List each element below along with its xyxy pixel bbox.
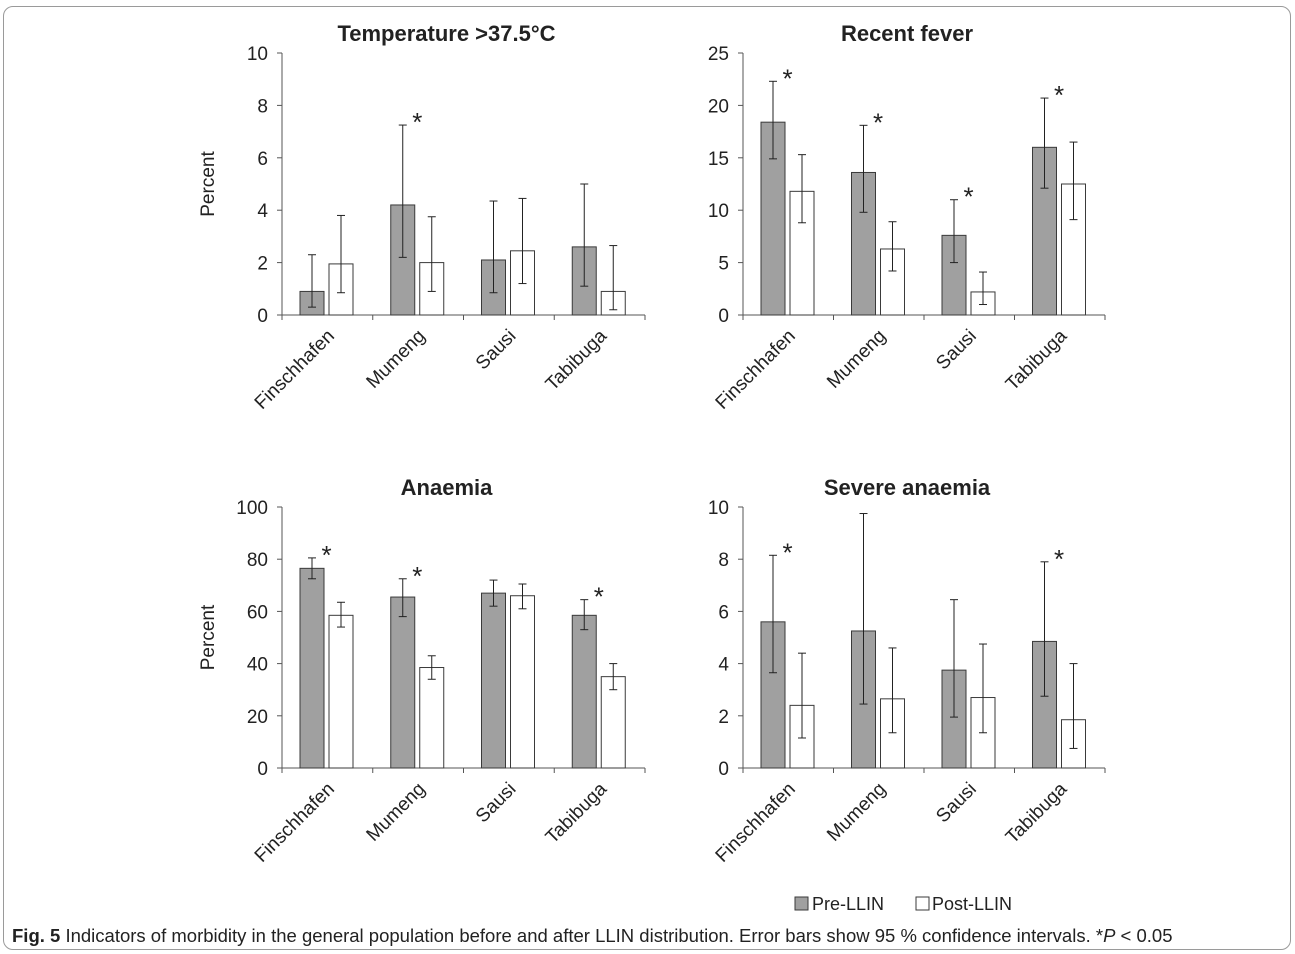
x-tick-label: Tabibuga	[542, 325, 612, 395]
x-tick-label: Mumeng	[363, 326, 430, 393]
chart-panel-3: Anaemia Percent 0 20 40 60 80 100 * Finschhafen * M…	[198, 475, 646, 867]
y-tick-label: 40	[247, 655, 268, 676]
significance-marker: *	[782, 63, 792, 93]
x-tick-label: Sausi	[472, 779, 520, 827]
bar-pre-llin	[390, 596, 416, 769]
y-tick-label: 6	[257, 149, 268, 170]
legend-label-post: Post-LLIN	[932, 894, 1012, 914]
chart-title: Severe anaemia	[824, 475, 991, 500]
chart-panel-4: Severe anaemia 0 2 4 6 8 10 * Finschhafen Mumeng S…	[708, 475, 1106, 867]
chart-title: Anaemia	[401, 475, 493, 500]
x-tick-label: Finschhafen	[251, 779, 339, 867]
significance-marker: *	[412, 107, 422, 137]
y-tick-label: 20	[708, 96, 729, 117]
significance-marker: *	[782, 537, 792, 567]
caption-tail: < 0.05	[1115, 925, 1173, 946]
y-tick-label: 0	[718, 759, 729, 780]
caption-p: P	[1103, 925, 1116, 946]
x-tick-label: Mumeng	[363, 779, 430, 846]
significance-marker: *	[321, 540, 331, 570]
y-tick-label: 6	[718, 602, 729, 623]
significance-marker: *	[873, 107, 883, 137]
bar-pre-llin	[941, 669, 967, 769]
y-tick-label: 10	[708, 201, 729, 222]
y-tick-label: 15	[708, 149, 729, 170]
x-tick-label: Finschhafen	[712, 326, 800, 414]
y-tick-label: 10	[708, 498, 729, 519]
bar-post-llin	[419, 667, 445, 769]
y-axis-label: Percent	[198, 604, 219, 670]
x-tick-label: Finschhafen	[251, 326, 339, 414]
figure-frame	[3, 6, 1291, 950]
x-tick-label: Sausi	[932, 779, 980, 827]
y-tick-label: 2	[257, 254, 268, 275]
bar-post-llin	[510, 595, 535, 769]
y-tick-label: 2	[718, 707, 729, 728]
y-tick-label: 4	[718, 655, 729, 676]
x-tick-label: Mumeng	[823, 779, 890, 846]
significance-marker: *	[963, 182, 973, 212]
y-tick-label: 80	[247, 550, 268, 571]
x-tick-label: Finschhafen	[712, 779, 800, 867]
y-tick-label: 60	[247, 602, 268, 623]
figure-caption: Fig. 5 Indicators of morbidity in the ge…	[12, 925, 1287, 947]
y-tick-label: 4	[257, 201, 268, 222]
y-tick-label: 0	[257, 306, 268, 327]
bar-post-llin	[600, 676, 626, 769]
y-tick-label: 5	[718, 254, 729, 275]
bar-pre-llin	[571, 614, 597, 769]
bar-post-llin	[328, 614, 354, 769]
y-tick-label: 25	[708, 44, 729, 65]
y-tick-label: 20	[247, 707, 268, 728]
bar-pre-llin	[299, 567, 325, 769]
chart-panel-1: Temperature >37.5°C Percent 0 2 4 6 8 10 Finschh…	[198, 21, 646, 414]
y-tick-label: 0	[257, 759, 268, 780]
bar-pre-llin	[481, 592, 506, 769]
y-tick-label: 100	[236, 498, 268, 519]
x-tick-label: Tabibuga	[1002, 778, 1072, 848]
y-axis-label: Percent	[198, 151, 219, 217]
significance-marker: *	[412, 561, 422, 591]
chart-title: Temperature >37.5°C	[337, 21, 555, 46]
x-tick-label: Sausi	[932, 326, 980, 374]
x-tick-label: Tabibuga	[542, 778, 612, 848]
bar-post-llin	[880, 698, 905, 769]
caption-body: Indicators of morbidity in the general p…	[60, 925, 1104, 946]
y-tick-label: 0	[718, 306, 729, 327]
legend-swatch-post	[915, 896, 930, 911]
y-tick-label: 10	[247, 44, 268, 65]
y-tick-label: 8	[257, 96, 268, 117]
x-tick-label: Tabibuga	[1002, 325, 1072, 395]
chart-panel-2: Recent fever 0 5 10 15 20 25 * Finschhafen * Mumen…	[708, 21, 1106, 414]
chart-panels: Temperature >37.5°C Percent 0 2 4 6 8 10 Finschh…	[198, 21, 1106, 867]
y-tick-label: 8	[718, 550, 729, 571]
significance-marker: *	[594, 582, 604, 612]
legend: Pre-LLIN Post-LLIN	[794, 894, 1012, 914]
chart-title: Recent fever	[841, 21, 974, 46]
legend-swatch-pre	[794, 896, 809, 911]
significance-marker: *	[1054, 544, 1064, 574]
significance-marker: *	[1054, 80, 1064, 110]
caption-label: Fig. 5	[12, 925, 61, 946]
x-tick-label: Mumeng	[823, 326, 890, 393]
legend-label-pre: Pre-LLIN	[812, 894, 884, 914]
x-tick-label: Sausi	[472, 326, 520, 374]
